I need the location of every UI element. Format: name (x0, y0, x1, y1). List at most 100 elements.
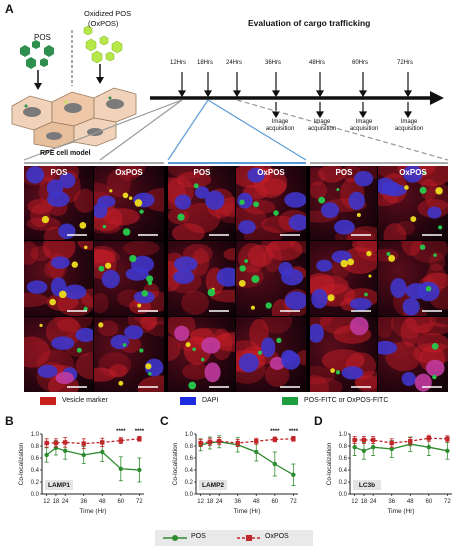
fitc-punctum (76, 347, 82, 353)
micrograph-content (168, 317, 235, 390)
fitc-punctum (102, 224, 107, 229)
vesicle-stain (57, 318, 80, 333)
legend-label-oxpos: OxPOS (265, 533, 289, 540)
nucleus (310, 323, 324, 343)
nucleus (194, 186, 210, 199)
oxpos-series-line (354, 437, 448, 444)
vesicle-stain (94, 367, 117, 382)
fitc-punctum (265, 302, 272, 309)
fitc-punctum (105, 262, 112, 269)
fitc-punctum (432, 374, 437, 380)
nucleus (334, 219, 355, 235)
y-tick-label: 0.6 (185, 456, 194, 462)
oxpos-data-point (291, 436, 296, 441)
micrograph-content (24, 317, 93, 392)
y-tick-label: 0.0 (31, 492, 40, 498)
vesicle-stain (383, 222, 407, 240)
fitc-punctum (83, 306, 88, 312)
acquisition-label: Image acquisition (394, 119, 424, 132)
x-tick-label: 12 (43, 499, 50, 505)
oxpos-data-point (445, 436, 450, 441)
fitc-punctum (419, 244, 426, 250)
oxpos-data-point (426, 436, 432, 441)
vesicle-stain (266, 241, 303, 261)
micrograph-tile (378, 317, 448, 392)
vesicle-stain (378, 317, 394, 339)
acquisition-label: Image acquisition (349, 119, 379, 132)
vesicle-stain (310, 374, 330, 392)
micrograph-content (378, 166, 448, 240)
fitc-punctum (238, 279, 246, 287)
fitc-punctum (366, 250, 372, 257)
time-point-label: 72Hrs (397, 60, 414, 66)
x-tick-label: 60 (117, 499, 124, 505)
legend-label-pos: POS (191, 533, 206, 540)
nucleus (205, 190, 225, 210)
y-tick-label: 0.8 (339, 444, 348, 450)
x-tick-label: 12 (197, 499, 204, 505)
fitc-punctum (139, 209, 144, 214)
oxpos-data-point (62, 440, 68, 445)
x-tick-label: 36 (388, 499, 395, 505)
fitc-punctum (239, 265, 246, 272)
vesicle-stain (24, 336, 51, 368)
chart-legend: POS OxPOS (155, 530, 313, 546)
vesicle-stain (99, 221, 121, 234)
vesicle-stain (42, 241, 76, 262)
micrograph-tile (378, 241, 448, 316)
vesicle-stain (24, 241, 39, 266)
fitc-punctum (188, 381, 197, 390)
micrograph-content (236, 241, 306, 316)
vesicle-stain (75, 352, 93, 380)
y-tick-label: 0.2 (185, 480, 194, 486)
nucleus (281, 349, 297, 364)
fitc-punctum (251, 275, 260, 284)
oxpos-data-point (235, 440, 240, 446)
oxpos-data-point (254, 439, 259, 444)
pos-series-line (46, 447, 140, 471)
time-point-label: 24Hrs (226, 60, 243, 66)
vesicle-stain (24, 292, 49, 308)
pos-data-point (62, 448, 68, 453)
x-tick-label: 24 (216, 499, 223, 505)
fitc-punctum (71, 261, 78, 268)
nucleus (144, 358, 164, 377)
y-tick-label: 0.4 (185, 468, 194, 474)
fitc-punctum (347, 258, 355, 266)
legend-label-fitc: POS-FITC or OxPOS-FITC (304, 397, 389, 404)
y-axis-label: Co-localization (326, 442, 333, 485)
fitc-punctum (335, 370, 341, 375)
oxpos-data-point (370, 437, 376, 443)
row-label-lamp2: LAMP2 (20, 270, 26, 292)
arrow-down-icon (34, 83, 42, 90)
acquisition-label: Image acquisition (307, 119, 337, 132)
oxpos-data-point (100, 440, 105, 445)
vesicle-stain (192, 248, 210, 276)
nucleus (174, 325, 190, 341)
vesicle-stain (210, 289, 235, 303)
legend-swatch-fitc (282, 397, 298, 405)
fitc-punctum (336, 188, 340, 192)
legend-label-vesicle: Vesicle marker (62, 397, 108, 404)
fitc-punctum (134, 199, 143, 207)
micrograph-content (310, 166, 377, 240)
vesicle-stain (116, 166, 141, 181)
oxpos-particles-icon (83, 25, 123, 64)
micrograph-tile (310, 317, 377, 392)
panel-label-b: B (5, 414, 14, 428)
time-point-label: 18Hrs (197, 60, 214, 66)
fitc-punctum (145, 363, 152, 370)
micrograph-content (168, 243, 235, 315)
column-header-oxpos: OxPOS (399, 168, 427, 177)
column-header-oxpos: OxPOS (115, 168, 143, 177)
nucleus (37, 364, 58, 378)
nucleus (354, 170, 374, 187)
nucleus (349, 297, 372, 311)
y-tick-label: 1.0 (31, 432, 40, 438)
nucleus (331, 250, 352, 264)
y-tick-label: 0.2 (339, 480, 348, 486)
inset-label-box (45, 480, 73, 490)
micrograph-content (378, 241, 448, 316)
fitc-punctum (438, 225, 443, 230)
fitc-punctum (410, 216, 417, 222)
